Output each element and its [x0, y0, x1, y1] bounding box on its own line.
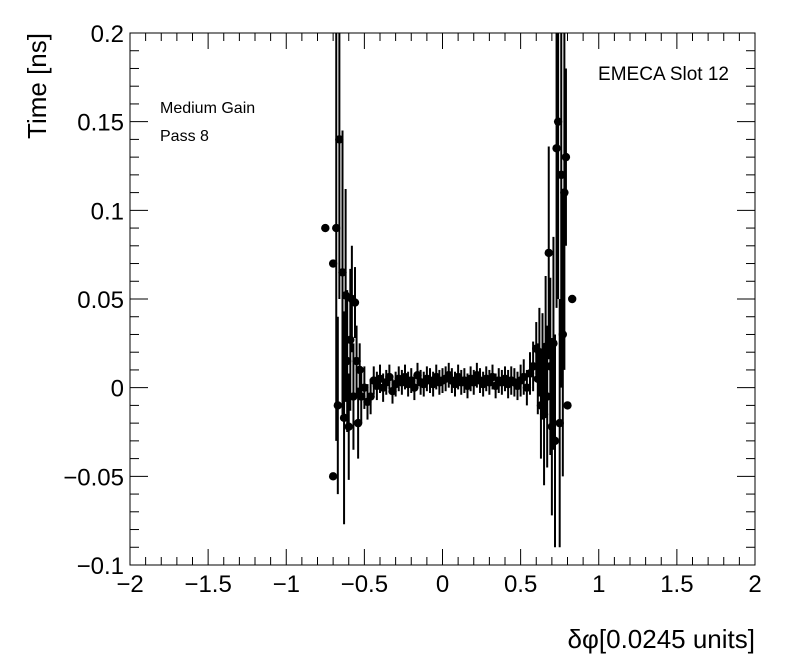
data-point	[344, 422, 353, 431]
data-point	[328, 259, 338, 268]
data-point	[321, 223, 330, 233]
data-point	[488, 372, 497, 382]
y-tick-label: 0.1	[91, 198, 124, 225]
data-point	[567, 294, 577, 304]
data-point	[550, 436, 560, 446]
x-tick-label: 0.5	[504, 571, 537, 598]
data-point	[561, 152, 571, 162]
y-tick-label: −0.1	[77, 553, 124, 580]
data-point	[553, 117, 563, 126]
data-point	[355, 365, 364, 375]
x-tick-label: −0.5	[341, 571, 388, 598]
data-point	[528, 362, 538, 371]
data-point	[338, 268, 347, 277]
data-point	[555, 418, 564, 428]
data-point	[549, 339, 558, 348]
data-point	[407, 376, 416, 385]
data-point	[519, 372, 528, 382]
data-points	[321, 33, 577, 548]
data-point	[332, 223, 341, 233]
data-point	[410, 383, 419, 392]
data-point	[563, 401, 572, 410]
data-point	[525, 369, 535, 378]
data-point	[360, 383, 369, 392]
data-point	[346, 335, 355, 344]
data-point	[353, 418, 363, 428]
data-point	[342, 356, 352, 366]
y-tick-label: 0.2	[91, 21, 124, 48]
x-axis-title: δφ[0.0245 units]	[568, 624, 755, 654]
slot-annotation: EMECA Slot 12	[598, 64, 729, 85]
data-point	[335, 135, 344, 144]
data-point	[544, 248, 553, 258]
data-point	[375, 374, 385, 383]
data-point	[333, 401, 343, 410]
x-tick-label: 1	[592, 571, 605, 598]
x-tick-label: 0	[436, 571, 449, 598]
x-tick-label: −2	[116, 571, 143, 598]
data-point	[357, 392, 366, 401]
data-point	[339, 413, 349, 423]
axis-ticks: −2 −1.5 −1 −0.5 0 0.5 1 1.5 2 −0.1 −0.05 0 0.05 0.1 0.…	[63, 21, 761, 598]
data-point	[349, 392, 358, 401]
y-tick-label: −0.05	[63, 464, 124, 491]
data-point	[552, 144, 561, 153]
data-point	[328, 472, 338, 481]
data-point	[385, 372, 394, 382]
data-point	[400, 372, 410, 382]
x-tick-label: −1.5	[184, 571, 231, 598]
data-point	[388, 387, 397, 396]
data-point	[350, 298, 360, 307]
x-tick-label: 2	[748, 571, 761, 598]
x-tick-label: 1.5	[660, 571, 693, 598]
data-point	[560, 188, 569, 197]
data-point	[557, 170, 566, 180]
data-point	[542, 392, 552, 401]
y-tick-label: 0.05	[77, 287, 124, 314]
data-point	[413, 371, 422, 380]
y-tick-label: 0.15	[77, 110, 124, 137]
y-axis-title: Time [ns]	[22, 33, 52, 139]
gain-annotation: Medium Gain	[160, 100, 255, 117]
data-point	[352, 356, 361, 366]
data-point	[463, 381, 472, 391]
data-point	[522, 383, 532, 392]
data-point	[366, 392, 375, 401]
plot-frame	[129, 32, 756, 566]
y-tick-label: 0	[111, 376, 124, 403]
data-point	[558, 330, 568, 339]
pass-annotation: Pass 8	[160, 128, 209, 145]
x-tick-label: −1	[273, 571, 300, 598]
